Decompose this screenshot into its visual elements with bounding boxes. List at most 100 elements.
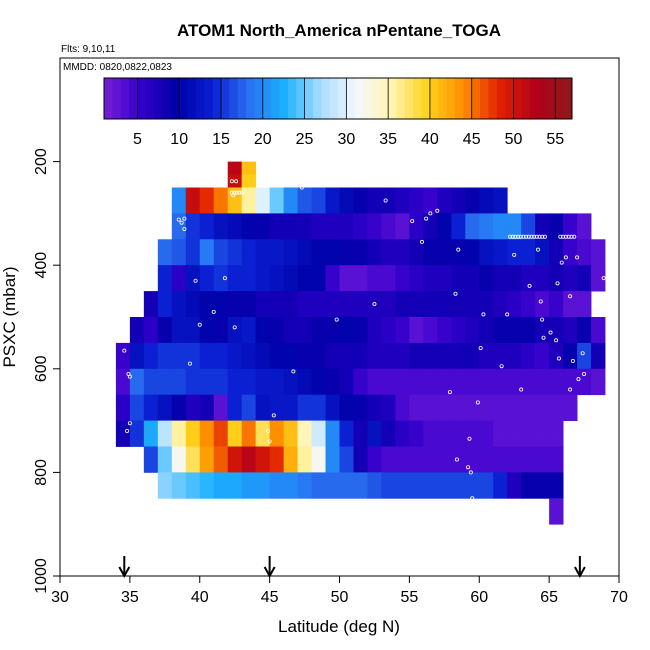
heatmap-cell xyxy=(535,317,550,331)
heatmap-cell xyxy=(591,342,606,357)
heatmap-cell xyxy=(157,433,173,447)
heatmap-cell xyxy=(227,200,243,214)
heatmap-cell xyxy=(185,226,201,240)
heatmap-cell xyxy=(199,329,215,344)
heatmap-cell xyxy=(465,265,480,279)
heatmap-cell xyxy=(311,485,326,499)
heatmap-cell xyxy=(255,187,271,201)
heatmap-cell xyxy=(493,239,508,253)
heatmap-cell xyxy=(227,161,243,175)
heatmap-cell xyxy=(395,200,410,214)
heatmap-cell xyxy=(409,291,424,305)
heatmap-cell xyxy=(157,446,173,460)
heatmap-cell xyxy=(283,459,298,473)
heatmap-cell xyxy=(255,278,271,292)
heatmap-cell xyxy=(227,265,243,279)
arrow-down-icon xyxy=(573,556,586,579)
heatmap-cell xyxy=(171,239,187,253)
colorbar-swatch xyxy=(446,78,456,119)
heatmap-cell xyxy=(185,200,201,214)
heatmap-cell xyxy=(311,187,326,201)
heatmap-cell xyxy=(577,239,592,253)
heatmap-cell xyxy=(269,252,285,266)
heatmap-cell xyxy=(493,459,508,473)
heatmap-cell xyxy=(269,459,285,473)
heatmap-cell xyxy=(157,329,173,344)
heatmap-cell xyxy=(437,200,452,214)
heatmap-cell xyxy=(325,446,340,460)
heatmap-cell xyxy=(325,459,340,473)
heatmap-cell xyxy=(297,226,312,240)
heatmap-cell xyxy=(563,265,578,279)
track-point xyxy=(516,234,521,239)
heatmap-cell xyxy=(479,420,494,434)
heatmap-cell xyxy=(521,213,536,227)
track-point xyxy=(534,234,539,239)
heatmap-cell xyxy=(283,252,298,266)
colorbar-swatch xyxy=(521,78,531,119)
colorbar-swatch xyxy=(338,78,347,119)
heatmap-cell xyxy=(521,252,536,266)
heatmap-cell xyxy=(395,187,410,201)
heatmap-cell xyxy=(465,213,480,227)
heatmap-cell xyxy=(171,355,187,370)
heatmap-cell xyxy=(143,394,159,409)
track-point xyxy=(468,470,473,475)
heatmap-cell xyxy=(171,291,187,305)
heatmap-cell xyxy=(451,187,466,201)
heatmap-cell xyxy=(255,433,271,447)
track-point xyxy=(540,234,545,239)
heatmap-cell xyxy=(241,291,257,305)
heatmap-cell xyxy=(395,459,410,473)
colorbar-swatch xyxy=(204,78,214,119)
heatmap-cell xyxy=(493,252,508,266)
heatmap-cell xyxy=(437,304,452,318)
heatmap-cell xyxy=(409,200,424,214)
heatmap-cell xyxy=(325,420,340,434)
heatmap-cell xyxy=(507,368,522,383)
heatmap-cell xyxy=(451,420,466,434)
heatmap-cell xyxy=(423,342,438,357)
heatmap-cell xyxy=(143,291,159,305)
heatmap-cell xyxy=(479,381,494,396)
heatmap-cell xyxy=(563,213,578,227)
flights-label: Flts: 9,10,11 xyxy=(61,44,116,55)
track-point xyxy=(563,255,568,260)
heatmap-cell xyxy=(549,485,564,499)
track-point xyxy=(229,179,234,184)
heatmap-cell xyxy=(409,252,424,266)
heatmap-cell xyxy=(325,329,340,344)
heatmap-cell xyxy=(185,239,201,253)
heatmap-cell xyxy=(311,239,326,253)
heatmap-cell xyxy=(297,342,312,357)
heatmap-cell xyxy=(549,252,564,266)
heatmap-cell xyxy=(549,394,564,409)
heatmap-cell xyxy=(479,304,494,318)
heatmap-cell xyxy=(563,394,578,409)
heatmap-cell xyxy=(437,187,452,201)
heatmap-cell xyxy=(269,355,285,370)
heatmap-cell xyxy=(241,459,257,473)
heatmap-cell xyxy=(381,485,396,499)
colorbar-tick-label: 30 xyxy=(337,131,355,148)
heatmap-cell xyxy=(255,407,271,421)
heatmap-cell xyxy=(465,446,480,460)
heatmap-cell xyxy=(521,304,536,318)
heatmap-cell xyxy=(171,407,187,421)
heatmap-cell xyxy=(423,187,438,201)
heatmap-cell xyxy=(269,291,285,305)
heatmap-cell xyxy=(577,291,592,305)
track-point xyxy=(125,428,130,433)
heatmap-cell xyxy=(241,355,257,370)
heatmap-cell xyxy=(171,200,187,214)
heatmap-cell xyxy=(143,317,159,331)
colorbar-swatch xyxy=(471,78,481,119)
heatmap-cell xyxy=(143,368,159,383)
heatmap-cell xyxy=(549,446,564,460)
track-point xyxy=(555,281,560,286)
heatmap-cell xyxy=(143,446,159,460)
heatmap-cell xyxy=(381,459,396,473)
heatmap-cell xyxy=(381,407,396,421)
heatmap-cell xyxy=(199,368,215,383)
heatmap-cell xyxy=(507,342,522,357)
